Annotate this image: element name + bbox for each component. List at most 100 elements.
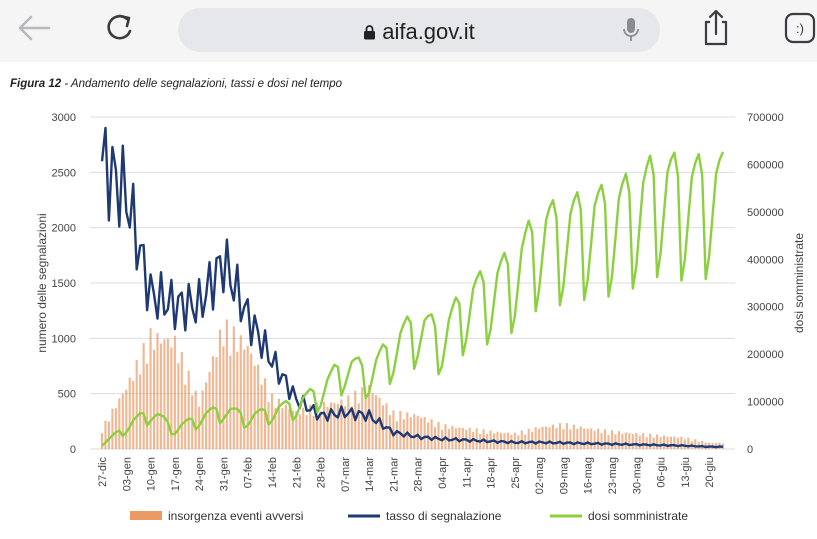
x-tick-label: 07-mar <box>340 457 352 492</box>
figure-caption: Figura 12 - Andamento delle segnalazioni… <box>10 78 342 90</box>
bar-insorgenza <box>316 402 319 449</box>
x-tick-label: 30-mag <box>631 457 643 494</box>
figure-title: - Andamento delle segnalazioni, tassi e … <box>61 78 342 90</box>
bar-insorgenza <box>291 410 294 449</box>
bar-insorgenza <box>673 436 676 449</box>
bar-insorgenza <box>139 374 142 449</box>
bar-insorgenza <box>302 407 305 449</box>
bar-insorgenza <box>527 428 530 449</box>
y-tick-right: 0 <box>747 444 753 456</box>
microphone-icon[interactable] <box>622 17 640 48</box>
bar-insorgenza <box>329 402 333 449</box>
bar-insorgenza <box>558 423 562 449</box>
bar-insorgenza <box>565 423 568 449</box>
bar-insorgenza <box>437 421 440 449</box>
bar-insorgenza <box>274 408 277 449</box>
x-tick-label: 09-mag <box>558 457 570 494</box>
share-icon[interactable] <box>696 8 736 48</box>
bar-insorgenza <box>669 436 673 449</box>
bar-insorgenza <box>395 421 398 449</box>
bar-insorgenza <box>645 437 648 449</box>
x-tick-label: 21-feb <box>291 457 303 488</box>
bar-insorgenza <box>680 436 683 449</box>
bar-insorgenza <box>163 339 166 449</box>
bar-insorgenza <box>288 409 291 449</box>
browser-toolbar: aifa.gov.it :) <box>0 0 817 62</box>
bar-insorgenza <box>423 417 426 449</box>
x-tick-label: 31-gen <box>218 457 230 491</box>
bar-insorgenza <box>222 346 225 449</box>
bar-insorgenza <box>128 377 131 449</box>
x-tick-label: 20-giu <box>704 457 716 488</box>
bar-insorgenza <box>312 415 315 449</box>
reader-glyph: :) <box>796 21 804 36</box>
bar-insorgenza <box>496 431 499 449</box>
bar-insorgenza <box>513 432 516 449</box>
bar-insorgenza <box>416 415 419 449</box>
legend-label: tasso di segnalazione <box>386 509 502 523</box>
bar-insorgenza <box>586 428 589 449</box>
x-tick-label: 28-feb <box>316 457 328 488</box>
bar-insorgenza <box>114 408 117 449</box>
bar-insorgenza <box>388 415 392 449</box>
bar-insorgenza <box>364 395 367 449</box>
back-arrow-icon[interactable] <box>14 8 54 48</box>
bar-insorgenza <box>638 435 641 449</box>
bar-insorgenza <box>347 395 350 449</box>
line-dosi-somministrate <box>101 151 725 447</box>
bar-insorgenza <box>506 432 509 449</box>
bar-insorgenza <box>361 387 364 449</box>
bar-insorgenza <box>322 401 326 449</box>
bar-insorgenza <box>121 393 124 449</box>
x-tick-label: 23-mag <box>607 457 619 494</box>
bar-insorgenza <box>572 424 575 449</box>
x-tick-label: 28-mar <box>413 457 425 492</box>
x-tick-label: 04-apr <box>437 457 449 489</box>
reload-icon[interactable] <box>100 8 140 48</box>
bar-insorgenza <box>336 403 339 449</box>
bar-insorgenza <box>551 424 555 449</box>
bar-insorgenza <box>257 364 260 449</box>
bar-insorgenza <box>333 402 336 449</box>
combo-chart: 0 500 1000 1500 2000 2500 3000 0 100000 200000 300… <box>35 112 806 523</box>
y-tick-right: 300000 <box>747 302 784 314</box>
x-tick-label: 14-mar <box>364 457 376 492</box>
bar-insorgenza <box>597 428 600 449</box>
bar-insorgenza <box>534 427 537 449</box>
bar-insorgenza <box>642 433 645 449</box>
bar-insorgenza <box>579 426 582 449</box>
chart-container: 0 500 1000 1500 2000 2500 3000 0 100000 200000 300… <box>10 97 810 534</box>
bar-insorgenza <box>118 398 121 449</box>
reader-icon[interactable]: :) <box>780 8 817 48</box>
bar-insorgenza <box>617 431 620 449</box>
bar-insorgenza <box>694 439 697 449</box>
bar-insorgenza <box>239 335 242 449</box>
bar-insorgenza <box>357 403 360 449</box>
bar-insorgenza <box>156 332 159 449</box>
bar-insorgenza <box>180 352 183 449</box>
bar-insorgenza <box>541 426 544 449</box>
bar-insorgenza <box>409 417 412 449</box>
legend-label: dosi somministrate <box>588 509 688 523</box>
bar-insorgenza <box>107 421 111 449</box>
url-text: aifa.gov.it <box>382 19 475 44</box>
legend-swatch-bar <box>130 511 162 520</box>
y-tick-left: 1500 <box>52 278 76 290</box>
bar-insorgenza <box>218 329 222 449</box>
bar-insorgenza <box>232 326 235 449</box>
bar-insorgenza <box>236 351 239 449</box>
x-tick-label: 16-mag <box>583 457 595 494</box>
bar-insorgenza <box>600 433 603 449</box>
bar-insorgenza <box>656 434 659 449</box>
bar-insorgenza <box>607 435 610 449</box>
bar-insorgenza <box>631 433 634 449</box>
bar-insorgenza <box>198 406 201 449</box>
figure-number: Figura 12 <box>10 78 62 90</box>
bar-insorgenza <box>350 406 353 449</box>
y-tick-right: 500000 <box>747 207 784 219</box>
bar-insorgenza <box>531 431 534 449</box>
address-bar[interactable]: aifa.gov.it <box>178 8 660 52</box>
bar-insorgenza <box>614 434 617 449</box>
y-tick-left: 0 <box>70 444 76 456</box>
bar-insorgenza <box>555 428 558 449</box>
